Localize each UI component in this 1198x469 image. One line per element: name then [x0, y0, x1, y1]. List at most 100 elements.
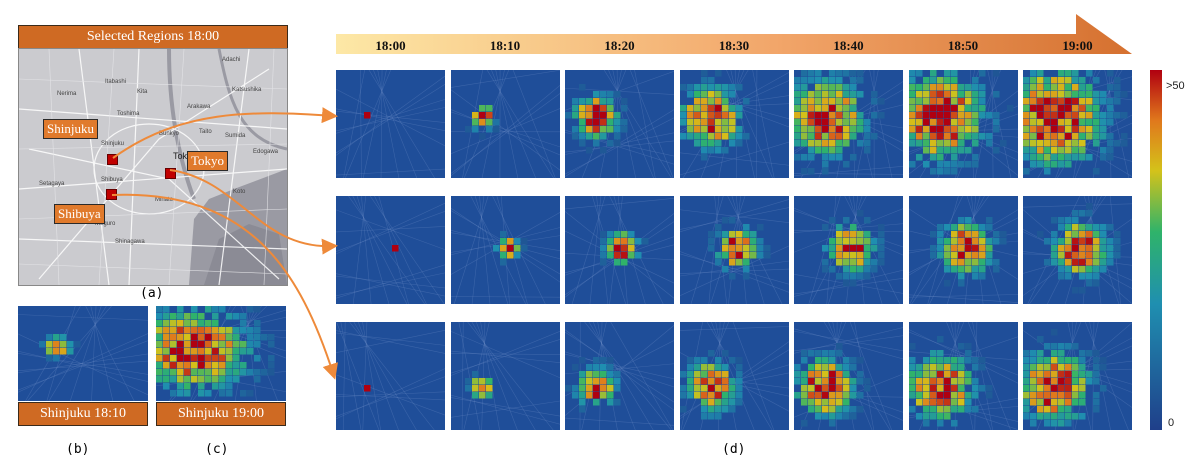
heatmap-cell: [1065, 378, 1072, 385]
heatmap-cell: [1072, 371, 1079, 378]
heatmap-cell: [714, 133, 721, 140]
heatmap-cell: [971, 392, 978, 399]
heatmap-cell: [957, 238, 964, 245]
heatmap-cell: [492, 126, 499, 133]
heatmap-cell: [1072, 84, 1079, 91]
heatmap-cell: [822, 147, 829, 154]
heatmap-cell: [721, 112, 728, 119]
road-line: [565, 329, 674, 411]
heatmap-cell: [170, 320, 177, 327]
heatmap-cell: [607, 378, 614, 385]
heatmap-cell: [957, 217, 964, 224]
heatmap-cell: [1107, 252, 1114, 259]
heatmap-cell: [1086, 245, 1093, 252]
heatmap-cell: [1023, 392, 1030, 399]
heatmap-cell: [808, 119, 815, 126]
heatmap-cell: [822, 140, 829, 147]
road-line: [974, 70, 997, 178]
place-label: Shinagawa: [115, 239, 145, 245]
heatmap-cell: [1072, 399, 1079, 406]
heatmap-cell: [857, 245, 864, 252]
heatmap-cell: [1107, 119, 1114, 126]
heatmap-cell: [198, 355, 205, 362]
heatmap-cell: [1072, 91, 1079, 98]
heatmap-cell: [929, 98, 936, 105]
heatmap-cell: [808, 70, 815, 77]
heatmap-cell: [593, 392, 600, 399]
heatmap-cell: [586, 112, 593, 119]
heatmap-cell: [908, 378, 915, 385]
tokyo-marker: [165, 168, 176, 179]
heatmap-cell: [829, 357, 836, 364]
heatmap-cell: [700, 154, 707, 161]
heatmap-cell: [728, 91, 735, 98]
road-line: [458, 322, 480, 430]
heatmap-cell: [957, 224, 964, 231]
heatmap-cell: [735, 84, 742, 91]
heatmap-cell: [1065, 357, 1072, 364]
heatmap-cell: [1114, 91, 1121, 98]
heatmap-cell: [513, 238, 520, 245]
road-line: [971, 322, 993, 430]
road-line: [588, 322, 654, 430]
heatmap-cell: [742, 231, 749, 238]
heatmap-cell: [815, 140, 822, 147]
heatmap-cell: [721, 105, 728, 112]
heatmap-cell: [1051, 126, 1058, 133]
road-line: [90, 306, 114, 401]
road-line: [450, 296, 560, 298]
heatmap-cell: [922, 105, 929, 112]
heatmap-cell: [1107, 140, 1114, 147]
heatmap-cell: [1037, 70, 1044, 77]
heatmap-cell: [1079, 371, 1086, 378]
heatmap-cell: [1023, 119, 1030, 126]
heatmap-cell: [714, 126, 721, 133]
heatmap-cell: [1065, 343, 1072, 350]
heatmap-cell: [943, 140, 950, 147]
heatmap-cell: [929, 147, 936, 154]
heatmap-cell: [1072, 105, 1079, 112]
heatmap-cell: [735, 126, 742, 133]
place-label: Toshima: [117, 111, 140, 117]
road-line: [357, 322, 399, 430]
heatmap-cell: [1051, 392, 1058, 399]
caption-b-text: Shinjuku 18:10: [40, 406, 126, 421]
heatmap-cell: [1058, 343, 1065, 350]
heatmap-cell: [1086, 238, 1093, 245]
heatmap-cell: [957, 147, 964, 154]
heatmap-cell: [815, 413, 822, 420]
heatmap-cell: [163, 306, 170, 313]
heatmap-cell: [957, 133, 964, 140]
heatmap-cell: [915, 364, 922, 371]
heatmap-cell: [850, 280, 857, 287]
heatmap-cell: [943, 371, 950, 378]
heatmap-cell: [205, 320, 212, 327]
heatmap-cell: [1086, 203, 1093, 210]
heatmap-cell: [471, 371, 478, 378]
heatmap-cell: [742, 266, 749, 273]
heatmap-cell: [822, 385, 829, 392]
heatmap-cell: [478, 133, 485, 140]
heatmap-cell: [1079, 287, 1086, 294]
heatmap-cell: [268, 355, 275, 362]
heatmap-cell: [714, 231, 721, 238]
heatmap-cell: [464, 378, 471, 385]
heatmap-cell: [156, 362, 163, 369]
heatmap-cell: [829, 266, 836, 273]
heatmap-cell: [950, 154, 957, 161]
heatmap-cell: [1051, 245, 1058, 252]
heatmap-cell: [950, 161, 957, 168]
heatmap-cell: [1044, 364, 1051, 371]
heatmap-cell: [198, 390, 205, 397]
heatmap-cell: [1072, 364, 1079, 371]
road-line: [48, 306, 107, 401]
heatmap-cell: [1037, 77, 1044, 84]
heatmap-cell: [579, 126, 586, 133]
heatmap-cell: [742, 98, 749, 105]
road-line: [679, 245, 789, 296]
heatmap-cell: [679, 371, 686, 378]
region-tag-shibuya: Shibuya: [54, 204, 105, 224]
heatmap-cell: [485, 378, 492, 385]
heatmap-cell: [1065, 245, 1072, 252]
heatmap-cell: [464, 126, 471, 133]
